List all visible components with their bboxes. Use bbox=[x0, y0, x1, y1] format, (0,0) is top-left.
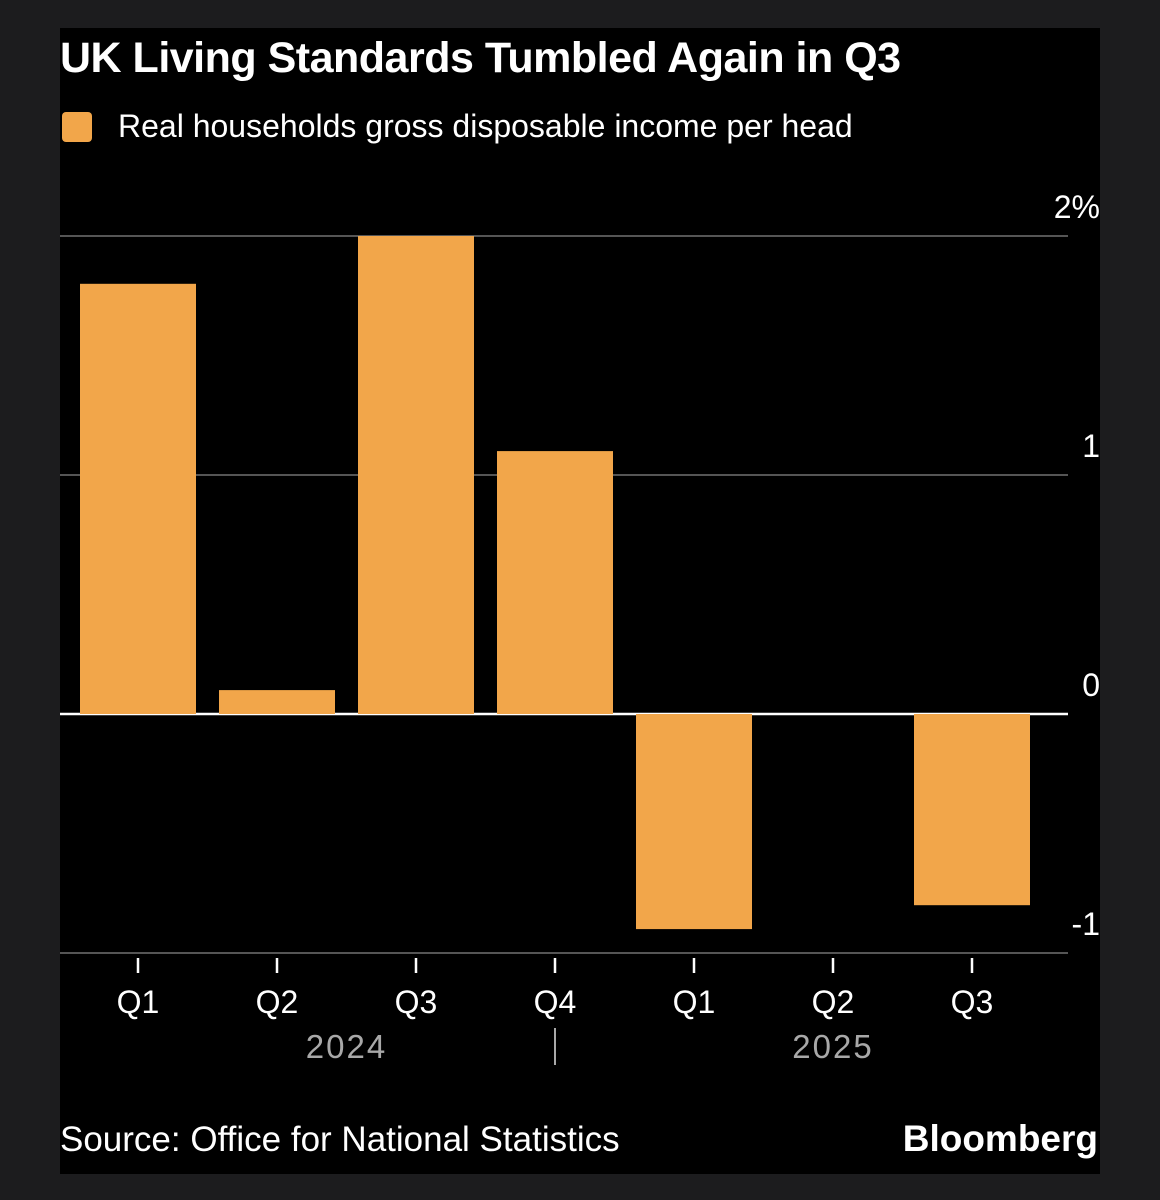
x-tick-label: Q4 bbox=[534, 984, 577, 1020]
source-note: Source: Office for National Statistics bbox=[60, 1120, 620, 1159]
bloomberg-logo: Bloomberg bbox=[902, 1118, 1098, 1159]
x-tick-label: Q1 bbox=[117, 984, 160, 1020]
x-tick-label: Q2 bbox=[256, 984, 299, 1020]
bar-4 bbox=[497, 451, 613, 714]
y-tick-label: 2% bbox=[1054, 189, 1100, 225]
x-tick-label: Q1 bbox=[673, 984, 716, 1020]
chart-panel: UK Living Standards Tumbled Again in Q3 … bbox=[60, 28, 1100, 1174]
bar-3 bbox=[358, 236, 474, 714]
year-label: 2024 bbox=[306, 1028, 387, 1065]
legend: Real households gross disposable income … bbox=[62, 108, 853, 145]
bar-7 bbox=[914, 714, 1030, 906]
x-tick-label: Q3 bbox=[395, 984, 438, 1020]
bar-1 bbox=[80, 283, 196, 714]
legend-label: Real households gross disposable income … bbox=[118, 108, 853, 144]
year-label: 2025 bbox=[792, 1028, 873, 1065]
bar-5 bbox=[636, 714, 752, 930]
legend-swatch bbox=[62, 111, 92, 142]
x-tick-label: Q3 bbox=[951, 984, 994, 1020]
y-tick-label: -1 bbox=[1072, 906, 1100, 942]
bar-2 bbox=[219, 690, 335, 714]
chart-title: UK Living Standards Tumbled Again in Q3 bbox=[60, 34, 901, 82]
y-tick-label: 1 bbox=[1082, 428, 1100, 464]
y-tick-label: 0 bbox=[1082, 667, 1100, 703]
x-tick-label: Q2 bbox=[812, 984, 855, 1020]
